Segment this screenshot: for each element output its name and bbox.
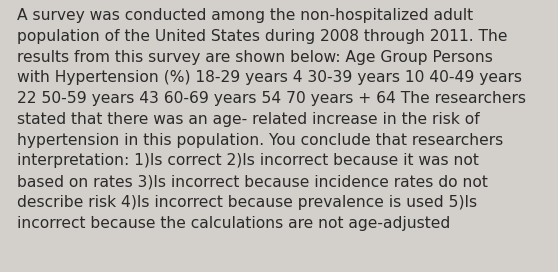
Text: A survey was conducted among the non-hospitalized adult
population of the United: A survey was conducted among the non-hos…	[17, 8, 526, 231]
